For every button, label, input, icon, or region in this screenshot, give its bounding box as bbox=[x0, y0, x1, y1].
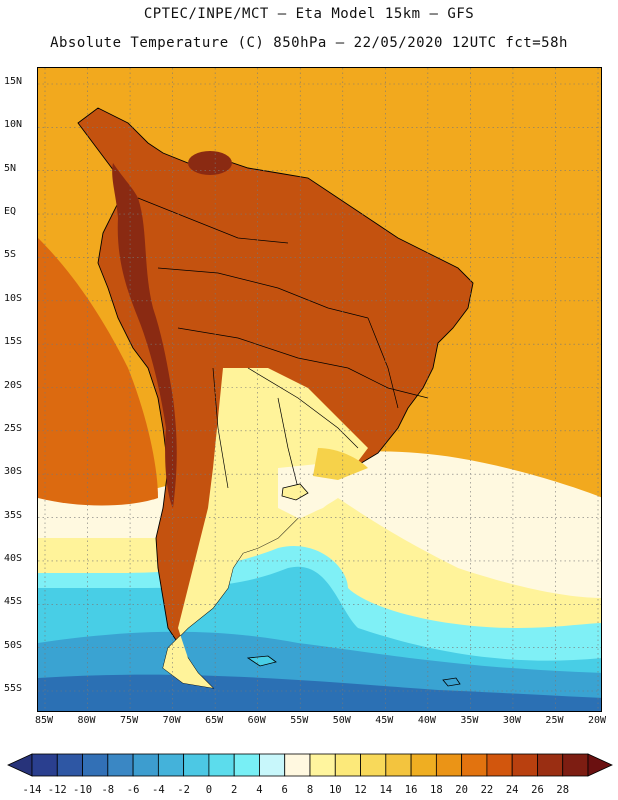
colorbar-tick-label: -8 bbox=[101, 784, 115, 796]
colorbar-swatch bbox=[562, 753, 589, 777]
southern-cool-land bbox=[163, 368, 368, 688]
lat-tick-label: 35S bbox=[4, 509, 23, 521]
colorbar-tick-label: 6 bbox=[281, 784, 288, 796]
lon-tick-label: 40W bbox=[417, 715, 436, 726]
lat-tick-label: 5S bbox=[4, 249, 17, 261]
lon-tick-label: 55W bbox=[290, 715, 309, 726]
lon-tick-label: 65W bbox=[205, 715, 224, 726]
lat-tick-label: 55S bbox=[4, 683, 23, 694]
border-line-3 bbox=[212, 367, 229, 489]
colorbar-tick-label: 26 bbox=[531, 784, 544, 796]
falkland-islands bbox=[246, 655, 277, 667]
lon-tick-label: 50W bbox=[332, 715, 351, 726]
lat-tick-label: 10N bbox=[4, 119, 23, 131]
lat-tick-label: 25S bbox=[4, 422, 23, 434]
colorbar-tick-label: 4 bbox=[256, 784, 263, 796]
colorbar-tick-label: 16 bbox=[404, 784, 418, 796]
colorbar-swatch bbox=[56, 753, 83, 777]
colorbar-tick-label: 2 bbox=[231, 784, 238, 796]
colorbar-swatch bbox=[486, 753, 513, 777]
colorbar-swatch bbox=[82, 753, 109, 777]
colorbar-tick-label: -6 bbox=[126, 784, 140, 796]
colorbar-swatch bbox=[309, 753, 336, 777]
colorbar-low-arrow bbox=[7, 753, 33, 777]
lat-tick-label: 45S bbox=[4, 596, 23, 608]
lat-tick-label: 5N bbox=[4, 162, 17, 174]
lat-tick-label: 30S bbox=[4, 466, 23, 478]
lon-tick-label: 35W bbox=[460, 715, 479, 726]
colorbar-swatch bbox=[132, 753, 159, 777]
colorbar-tick-label: -14 bbox=[22, 784, 42, 796]
colorbar-swatch bbox=[435, 753, 463, 777]
lat-tick-label: EQ bbox=[4, 206, 17, 218]
transition-band bbox=[313, 448, 368, 480]
lon-tick-label: 30W bbox=[502, 715, 521, 726]
lat-tick-label: 10S bbox=[4, 292, 23, 304]
colorbar-tick-label: 22 bbox=[480, 784, 494, 796]
colorbar-tick-label: -4 bbox=[152, 784, 165, 796]
colorbar-swatch bbox=[511, 753, 538, 777]
colorbar-swatch bbox=[183, 753, 210, 777]
lat-tick-label: 15S bbox=[4, 336, 23, 348]
lon-tick-label: 45W bbox=[375, 715, 394, 726]
lon-tick-label: 70W bbox=[162, 715, 181, 726]
colorbar-swatch bbox=[360, 753, 387, 777]
colorbar-swatch bbox=[461, 753, 488, 777]
colorbar-tick-label: 8 bbox=[306, 784, 314, 796]
lon-tick-label: 80W bbox=[77, 715, 96, 726]
colorbar-swatch bbox=[410, 753, 437, 777]
colorbar-swatch bbox=[385, 753, 412, 777]
lon-tick-label: 20W bbox=[587, 715, 607, 726]
chart-title: CPTEC/INPE/MCT – Eta Model 15km – GFS bbox=[143, 6, 475, 22]
colorbar-swatch bbox=[259, 753, 286, 777]
colorbar-swatch bbox=[208, 753, 235, 777]
border-line-2 bbox=[177, 327, 349, 369]
lon-tick-label: 75W bbox=[120, 715, 139, 726]
colorbar bbox=[7, 753, 613, 777]
colorbar-tick-label: -12 bbox=[47, 784, 67, 796]
lat-tick-label: 50S bbox=[4, 639, 23, 651]
border-line-0 bbox=[137, 197, 289, 244]
colorbar-tick-label: 28 bbox=[556, 784, 570, 796]
colorbar-swatch bbox=[284, 753, 311, 777]
map-canvas bbox=[38, 68, 601, 711]
colorbar-tick-label: 24 bbox=[505, 784, 519, 796]
lon-tick-label: 60W bbox=[247, 715, 266, 726]
colorbar-swatch bbox=[31, 753, 58, 777]
temperature-map bbox=[37, 67, 602, 712]
colorbar-tick-label: 10 bbox=[328, 784, 342, 796]
colorbar-tick-label: 14 bbox=[379, 784, 393, 796]
lat-tick-label: 15N bbox=[4, 76, 23, 87]
lagoa-dos-patos bbox=[281, 483, 309, 501]
border-line-1 bbox=[157, 267, 369, 319]
colorbar-tick-label: 12 bbox=[354, 784, 367, 796]
colorbar-swatch bbox=[157, 753, 185, 777]
colorbar-swatch bbox=[537, 753, 564, 777]
colorbar-tick-label: 18 bbox=[430, 784, 443, 796]
band-dark bbox=[38, 674, 601, 711]
pacific-warm-plume bbox=[38, 238, 158, 506]
lat-tick-label: 40S bbox=[4, 552, 23, 564]
colorbar-swatch bbox=[233, 753, 260, 777]
border-line-7 bbox=[367, 317, 399, 409]
colorbar-tick-label: -2 bbox=[177, 784, 190, 796]
colorbar-tick-label: 0 bbox=[205, 784, 213, 796]
lon-tick-label: 25W bbox=[545, 715, 564, 726]
lat-tick-label: 20S bbox=[4, 379, 23, 391]
island-south-georgia bbox=[442, 677, 461, 687]
andes-hot-ridge bbox=[112, 163, 177, 508]
colorbar-tick-label: -10 bbox=[73, 784, 93, 796]
border-line-4 bbox=[247, 367, 359, 449]
colorbar-swatch bbox=[334, 753, 361, 777]
colorbar-tick-label: 20 bbox=[455, 784, 468, 796]
border-line-5 bbox=[277, 397, 299, 489]
colorbar-high-arrow bbox=[587, 753, 613, 777]
colorbar-swatch bbox=[107, 753, 134, 777]
lon-tick-label: 85W bbox=[34, 715, 54, 726]
border-line-6 bbox=[347, 367, 429, 399]
hot-spot-venezuela bbox=[188, 151, 232, 175]
chart-subtitle: Absolute Temperature (C) 850hPa – 22/05/… bbox=[50, 35, 568, 51]
